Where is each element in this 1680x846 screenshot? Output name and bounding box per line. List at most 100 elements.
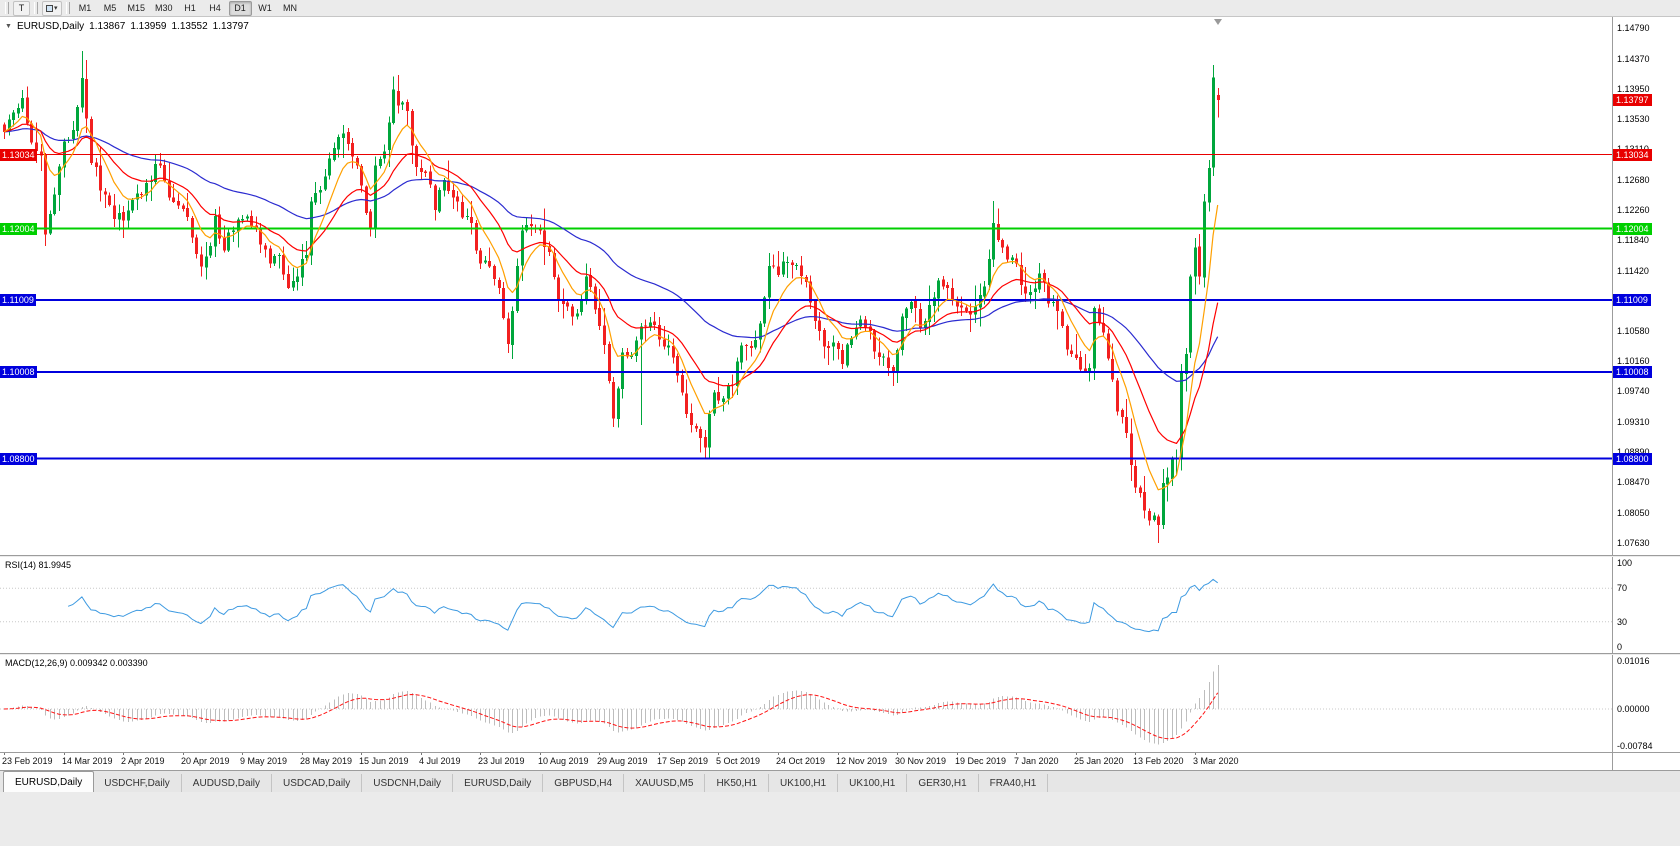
price-tick-label: 1.11420 (1617, 265, 1649, 276)
date-tick (4, 752, 5, 755)
chart-tab-6[interactable]: GBPUSD,H4 (543, 774, 625, 792)
price-tick-label: 1.12260 (1617, 205, 1650, 216)
date-label: 5 Oct 2019 (716, 756, 761, 766)
chart-plot-column: ▼ EURUSD,Daily 1.13867 1.13959 1.13552 1… (0, 17, 1612, 770)
date-tick (718, 752, 719, 755)
timeframe-button-w1[interactable]: W1 (254, 1, 277, 16)
chart-header: ▼ EURUSD,Daily 1.13867 1.13959 1.13552 1… (5, 21, 254, 32)
date-tick (302, 752, 303, 755)
timeframe-button-m5[interactable]: M5 (99, 1, 122, 16)
date-label: 9 May 2019 (240, 756, 288, 766)
objects-dropdown-button[interactable]: ▾ (42, 0, 62, 16)
rsi-tick-label: 0 (1617, 642, 1623, 652)
date-label: 10 Aug 2019 (538, 756, 589, 766)
toolbar-grip[interactable] (5, 2, 9, 14)
rsi-label: RSI(14) 81.9945 (5, 560, 72, 570)
price-tick-label: 1.09310 (1617, 417, 1650, 428)
pane-separator[interactable] (0, 653, 1680, 655)
date-tick (897, 752, 898, 755)
date-tick (659, 752, 660, 755)
macd-chart-svg (0, 664, 1612, 745)
date-label: 23 Jul 2019 (478, 756, 525, 766)
date-tick (421, 752, 422, 755)
text-tool-button[interactable]: T (13, 0, 30, 16)
pane-separator[interactable] (0, 555, 1680, 557)
chart-tab-9[interactable]: UK100,H1 (769, 774, 839, 792)
chart-tab-2[interactable]: AUDUSD,Daily (182, 774, 273, 792)
timeframe-button-m30[interactable]: M30 (151, 1, 177, 16)
hline-price-tag-left: 1.08800 (0, 452, 37, 465)
date-tick (1195, 752, 1196, 755)
date-label: 20 Apr 2019 (181, 756, 230, 766)
macd-tick-label: 0.01016 (1617, 656, 1650, 666)
price-tick-label: 1.10580 (1617, 325, 1650, 336)
chart-tab-10[interactable]: UK100,H1 (838, 774, 908, 792)
ohlc-close: 1.13797 (212, 21, 249, 32)
chart-tab-0[interactable]: EURUSD,Daily (3, 771, 95, 792)
chart-tab-1[interactable]: USDCHF,Daily (93, 774, 182, 792)
price-tick-label: 1.08890 (1617, 447, 1650, 457)
toolbar-grip[interactable] (34, 2, 38, 14)
price-axis[interactable]: 1.147901.143701.139501.135301.131101.126… (1612, 17, 1680, 770)
date-tick (1016, 752, 1017, 755)
date-tick (599, 752, 600, 755)
timeframe-button-h1[interactable]: H1 (179, 1, 202, 16)
date-label: 7 Jan 2020 (1014, 756, 1059, 766)
date-axis-separator (0, 752, 1680, 753)
price-tick-label: 1.10160 (1617, 356, 1650, 367)
chart-tab-11[interactable]: GER30,H1 (907, 774, 979, 792)
timeframe-button-d1[interactable]: D1 (228, 0, 252, 16)
rsi-pane[interactable]: RSI(14) 81.9945 (0, 557, 1612, 653)
chart-tab-5[interactable]: EURUSD,Daily (453, 774, 544, 792)
timeframe-button-m15[interactable]: M15 (124, 1, 150, 16)
hline-price-tag: 1.10008 (1613, 365, 1652, 378)
date-tick (1076, 752, 1077, 755)
price-tick-label: 1.08050 (1617, 507, 1650, 518)
chart-collapse-icon[interactable]: ▼ (5, 23, 12, 30)
price-tick-label: 1.14790 (1617, 23, 1650, 34)
timeframe-button-h4[interactable]: H4 (204, 1, 227, 16)
price-tick-label: 1.13530 (1617, 113, 1650, 124)
date-label: 14 Mar 2019 (62, 756, 113, 766)
date-tick (1135, 752, 1136, 755)
date-label: 23 Feb 2019 (2, 756, 53, 766)
chart-tab-4[interactable]: USDCNH,Daily (362, 774, 454, 792)
date-label: 28 May 2019 (300, 756, 353, 766)
macd-tick-label: 0.00000 (1617, 703, 1650, 714)
chart-shift-marker[interactable] (1214, 19, 1222, 25)
chart-tab-8[interactable]: HK50,H1 (705, 774, 770, 792)
price-tick-label: 1.12680 (1617, 175, 1650, 186)
price-tick-label: 1.08470 (1617, 477, 1650, 488)
date-tick (242, 752, 243, 755)
hline-price-tag-left: 1.10008 (0, 365, 37, 378)
price-tick-label: 1.09740 (1617, 386, 1650, 397)
shapes-icon (46, 4, 53, 12)
ohlc-high: 1.13959 (130, 21, 167, 32)
price-pane[interactable]: ▼ EURUSD,Daily 1.13867 1.13959 1.13552 1… (0, 17, 1612, 555)
date-tick (183, 752, 184, 755)
date-label: 24 Oct 2019 (776, 756, 826, 766)
rsi-tick-label: 30 (1617, 616, 1628, 627)
rsi-tick-label: 100 (1617, 558, 1633, 568)
price-tick-label: 1.14370 (1617, 53, 1650, 64)
candlestick-chart-svg (0, 50, 1612, 543)
macd-pane[interactable]: MACD(12,26,9) 0.009342 0.003390 (0, 655, 1612, 752)
date-axis[interactable]: 23 Feb 2019 14 Mar 2019 2 Apr 2019 20 Apr 2… (0, 752, 1612, 770)
date-label: 3 Mar 2020 (1193, 756, 1239, 766)
date-tick (957, 752, 958, 755)
date-tick (123, 752, 124, 755)
hline-price-tag: 1.08800 (1613, 452, 1652, 465)
chevron-down-icon: ▾ (54, 4, 58, 12)
chart-tab-12[interactable]: FRA40,H1 (979, 774, 1049, 792)
chart-symbol-period: EURUSD,Daily (16, 21, 85, 32)
hline-price-tag: 1.13034 (1613, 148, 1652, 161)
toolbar-grip[interactable] (65, 2, 70, 14)
chart-tab-3[interactable]: USDCAD,Daily (272, 774, 363, 792)
timeframe-toolbar: M1 M5 M15 M30 H1 H4 D1 W1 MN (73, 0, 303, 16)
timeframe-button-mn[interactable]: MN (279, 1, 302, 16)
macd-histogram (9, 664, 1219, 745)
timeframe-button-m1[interactable]: M1 (74, 1, 97, 16)
chart-tab-7[interactable]: XAUUSD,M5 (624, 774, 706, 792)
ohlc-open: 1.13867 (89, 21, 126, 32)
top-toolbar: T ▾ M1 M5 M15 M30 H1 H4 D1 W1 MN (0, 0, 1680, 17)
